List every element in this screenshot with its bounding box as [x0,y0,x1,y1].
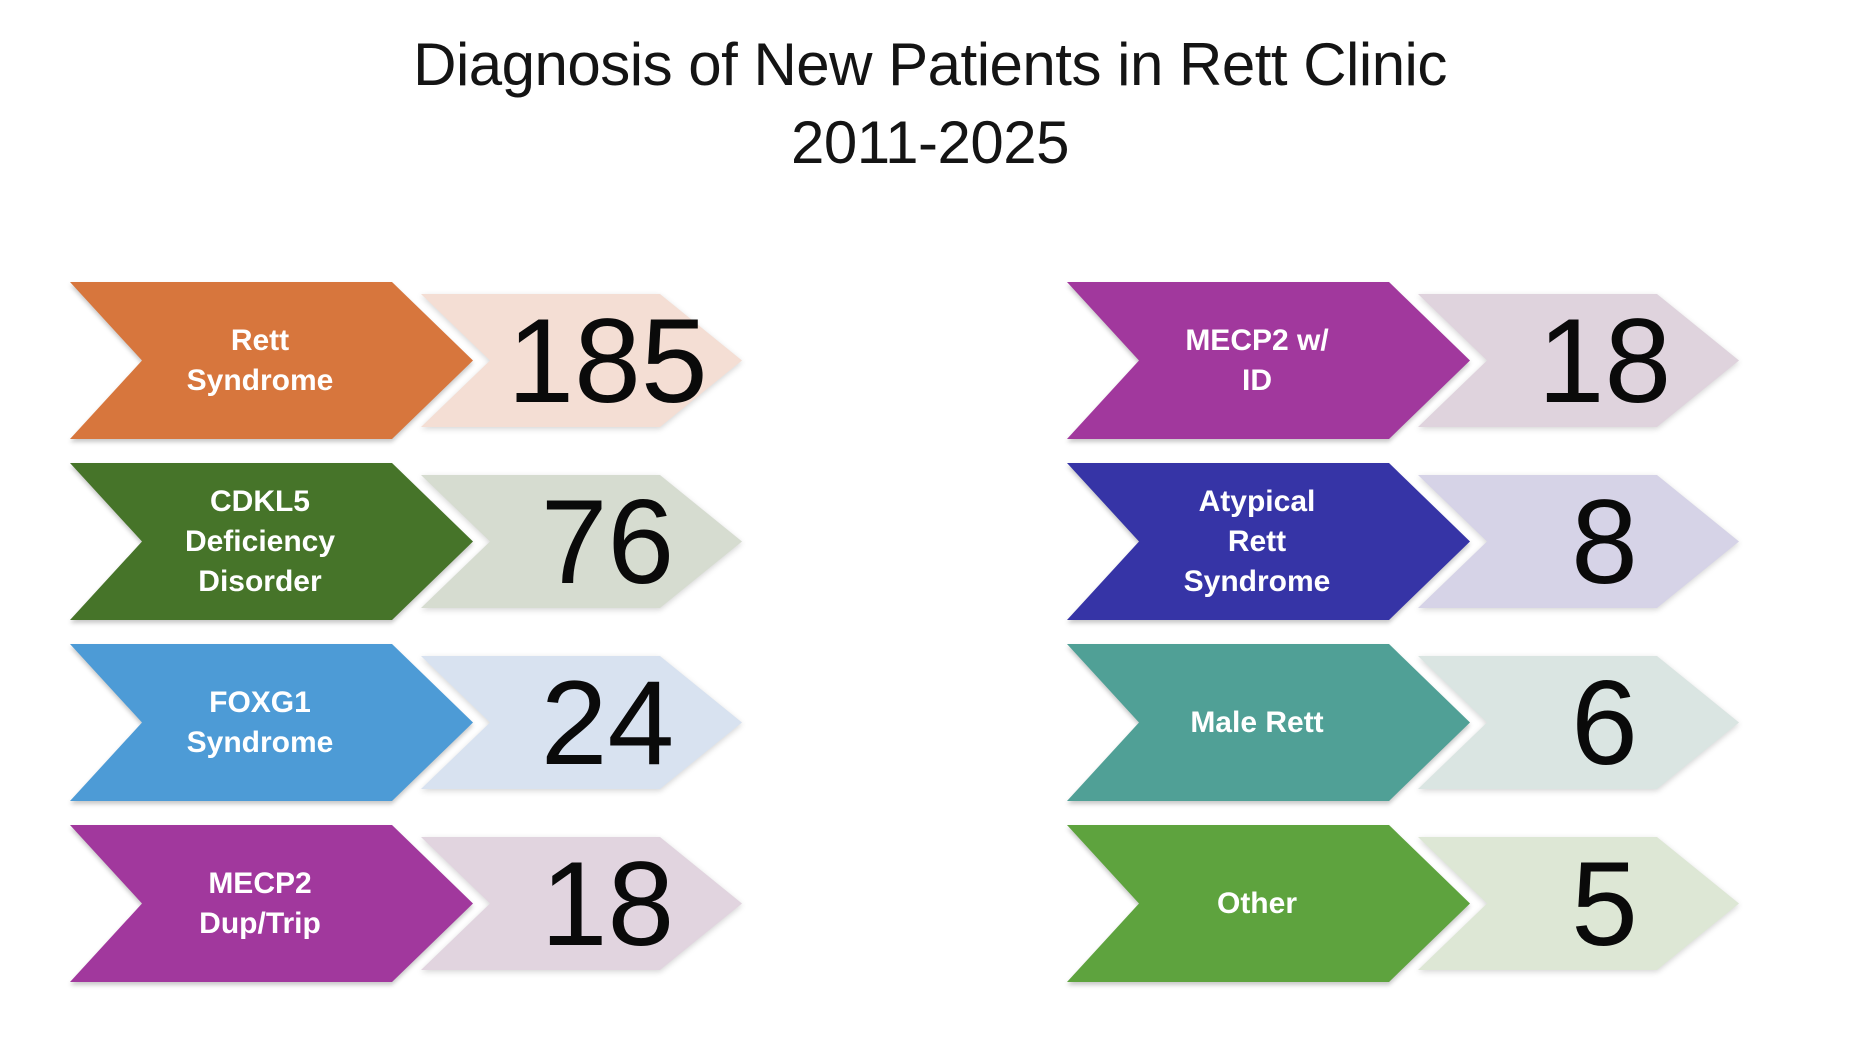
diagnosis-row: Male Rett 6 [1067,644,1743,801]
value-arrow-shape [421,294,742,427]
label-arrow-shape [70,644,473,801]
diagnosis-label: FOXG1 Syndrome [186,685,334,759]
arrow-graphic [1067,825,1739,982]
diagnosis-row: Atypical Rett Syndrome 8 [1067,463,1743,620]
label-arrow-shape [70,463,473,620]
diagnosis-value: 5 [1571,836,1638,971]
value-arrow-shape [421,475,742,608]
diagnosis-value: 8 [1571,474,1638,609]
diagnosis-value: 24 [540,655,675,790]
diagnosis-row: CDKL5 Deficiency Disorder 76 [70,463,746,620]
diagnosis-row: MECP2 w/ ID 18 [1067,282,1743,439]
arrow-graphic [70,644,742,801]
diagnosis-label: CDKL5 Deficiency Disorder [184,484,336,598]
arrow-graphic [70,282,742,439]
value-arrow-shape [421,837,742,970]
diagnosis-value: 18 [1537,293,1672,428]
diagnosis-row: Other 5 [1067,825,1743,982]
arrow-graphic [1067,282,1739,439]
diagnosis-value: 76 [540,474,675,609]
arrow-graphic [70,463,742,620]
value-arrow-shape [1418,837,1739,970]
diagnosis-row: FOXG1 Syndrome 24 [70,644,746,801]
diagnosis-label: Rett Syndrome [186,323,334,397]
arrow-graphic [1067,644,1739,801]
label-arrow-shape [70,282,473,439]
diagnosis-row: MECP2 Dup/Trip 18 [70,825,746,982]
label-arrow-shape [1067,644,1470,801]
diagnosis-value: 18 [540,836,675,971]
diagnosis-label: Male Rett [1190,705,1324,739]
chart-title-line1: Diagnosis of New Patients in Rett Clinic [413,31,1447,98]
diagnosis-label: Atypical Rett Syndrome [1183,484,1331,598]
value-arrow-shape [1418,656,1739,789]
arrow-graphic [1067,463,1739,620]
label-arrow-shape [1067,463,1470,620]
label-arrow-shape [1067,282,1470,439]
diagnosis-value: 6 [1571,655,1638,790]
chart-title-line2: 2011-2025 [791,109,1069,176]
diagnosis-label: MECP2 Dup/Trip [199,866,321,940]
diagnosis-label: Other [1216,886,1297,920]
value-arrow-shape [1418,294,1739,427]
arrow-graphic [70,825,742,982]
diagnosis-label: MECP2 w/ ID [1185,323,1329,397]
diagnosis-value: 185 [507,293,708,428]
diagnosis-row: Rett Syndrome 185 [70,282,746,439]
value-arrow-shape [421,656,742,789]
label-arrow-shape [1067,825,1470,982]
value-arrow-shape [1418,475,1739,608]
chart-title: Diagnosis of New Patients in Rett Clinic… [0,26,1860,182]
label-arrow-shape [70,825,473,982]
